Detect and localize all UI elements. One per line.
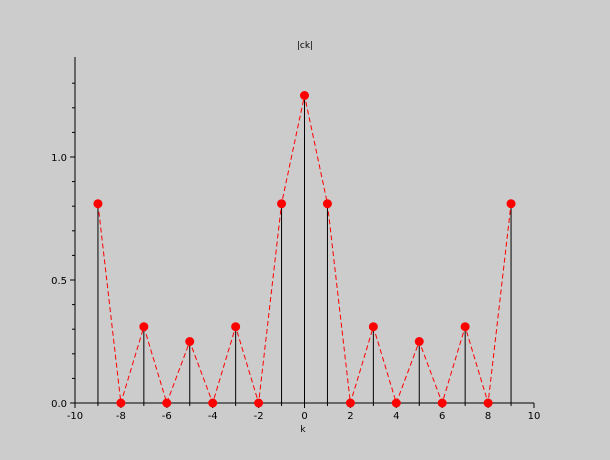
markers <box>93 91 516 408</box>
data-point <box>208 398 218 408</box>
data-point <box>162 398 172 408</box>
stems <box>97 95 512 403</box>
axes: -10 -8 -6 -4 -2 0 2 4 6 8 10 0.0 0.5 1.0 <box>51 57 540 422</box>
data-point <box>368 322 378 332</box>
data-point <box>185 337 195 346</box>
x-tick-label: 10 <box>528 411 541 422</box>
chart-title: |ck| <box>297 41 313 51</box>
data-point <box>116 398 126 408</box>
x-tick-label: 4 <box>393 411 399 422</box>
x-axis-label: k <box>300 425 306 435</box>
x-tick-label: 8 <box>485 411 491 422</box>
y-tick-label: 0.5 <box>51 276 67 287</box>
x-tick-label: 2 <box>347 411 353 422</box>
data-point <box>506 199 516 209</box>
x-tick-label: -4 <box>208 411 218 422</box>
data-point <box>391 398 401 408</box>
x-tick-label: -2 <box>254 411 264 422</box>
data-point <box>322 199 332 209</box>
data-point <box>345 398 355 408</box>
data-point <box>300 91 309 100</box>
x-tick-label: 0 <box>301 411 307 422</box>
y-tick-label: 1.0 <box>51 153 67 164</box>
data-point <box>139 322 149 332</box>
data-point <box>93 199 103 209</box>
data-point <box>414 337 424 346</box>
data-point <box>254 398 264 408</box>
data-point <box>483 398 493 408</box>
data-point <box>460 322 470 332</box>
y-tick-label: 0.0 <box>51 399 67 410</box>
x-tick-label: 6 <box>439 411 445 422</box>
data-point <box>437 398 447 408</box>
data-point <box>231 322 241 332</box>
x-tick-label: -10 <box>67 411 83 422</box>
x-tick-label: -8 <box>116 411 126 422</box>
x-tick-label: -6 <box>162 411 172 422</box>
data-point <box>277 199 287 209</box>
